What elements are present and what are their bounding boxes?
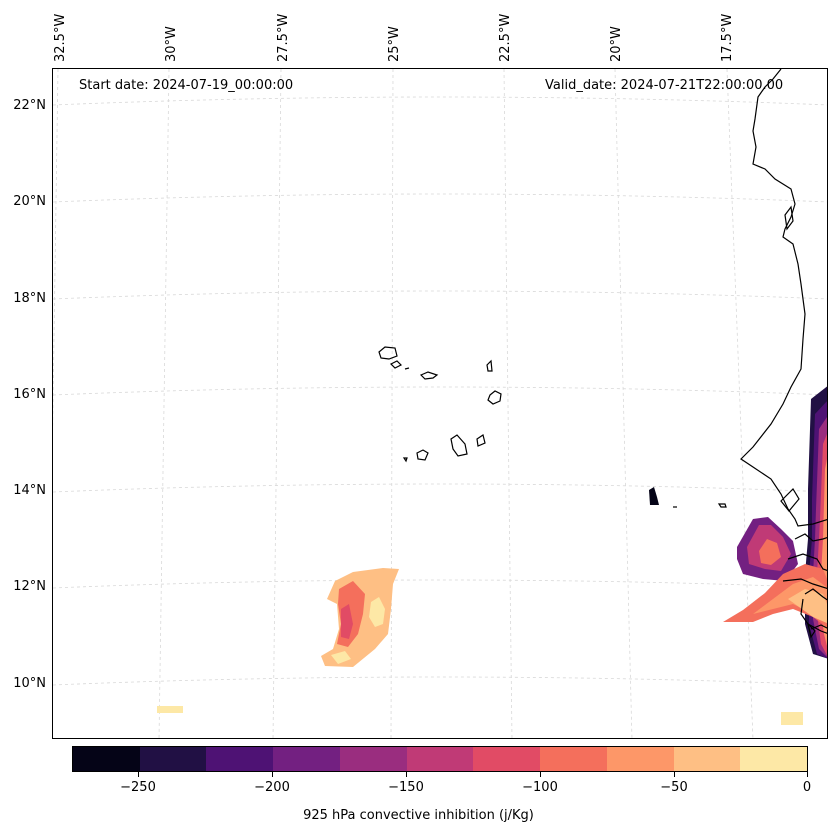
island-santiago [450,434,468,457]
colorbar-segment [339,747,407,771]
border-2 [782,578,827,590]
lon-label-32-5w: 32.5°W [53,13,68,62]
island-maio [476,434,486,447]
colorbar-segment [473,747,541,771]
map-panel [52,68,828,739]
parallel-12n [53,579,827,589]
lat-label-18n: 18°N [13,291,46,306]
border-3 [804,588,827,601]
lon-label-25w: 25°W [387,26,402,62]
meridian-25w [390,69,394,738]
colorbar [72,746,808,772]
island-sao-nicolau [419,371,439,380]
island-brava [402,457,408,463]
cin-blob-ocean [321,568,399,667]
meridian-32-5w [53,69,59,432]
colorbar-segment [740,747,808,771]
meridian-22-5w [503,69,513,738]
colorbar-tick [807,772,808,777]
valid-date-label: Valid_date: 2024-07-21T22:00:00.00 [545,78,784,93]
lat-label-20n: 20°N [13,194,46,209]
coastlines [378,69,827,639]
colorbar-segment [273,747,340,771]
colorbar-tick [138,772,139,777]
colorbar-label-minus-150: −150 [388,780,424,795]
parallel-14n [53,483,827,493]
colorbar-label-minus-200: −200 [254,780,290,795]
lat-label-14n: 14°N [13,483,46,498]
border-4 [794,533,827,542]
lon-label-20w: 20°W [609,26,624,62]
colorbar-title: 925 hPa convective inhibition (j/Kg) [303,808,534,823]
meridian-17-5w [726,69,754,738]
island-boa-vista [487,390,502,405]
parallel-20n [53,193,827,203]
colorbar-segment [606,747,674,771]
meridian-27-5w [272,69,282,738]
islet-2 [717,503,727,508]
colorbar-segment [673,747,741,771]
island-santo-antao [378,346,398,360]
island-sal [486,359,493,372]
colorbar-segment [540,747,607,771]
colorbar-label-minus-250: −250 [120,780,156,795]
cin-spot-west [157,706,183,713]
coast-river-1 [780,488,800,512]
lon-label-22-5w: 22.5°W [498,13,513,62]
start-date-label: Start date: 2024-07-19_00:00:00 [79,78,294,93]
map-canvas [53,69,827,738]
parallel-10n [53,676,827,686]
island-fogo [416,449,429,461]
cin-coast-east [723,386,827,659]
colorbar-tick [272,772,273,777]
colorbar-segment [73,747,140,771]
lat-label-16n: 16°N [13,387,46,402]
lat-label-10n: 10°N [13,676,46,691]
lat-label-22n: 22°N [13,98,46,113]
border-1 [787,553,827,571]
coastline-africa [740,69,827,527]
colorbar-segment [406,747,474,771]
meridian-20w [614,69,633,738]
colorbar-tick [406,772,407,777]
lon-label-30w: 30°W [164,26,179,62]
island-sao-vicente [389,360,403,369]
meridian-30w [158,69,170,738]
border-6 [810,624,827,630]
island-coast-1 [784,205,794,231]
lat-label-12n: 12°N [13,579,46,594]
island-bissagos [806,622,816,639]
cin-spot-dark [649,487,659,505]
colorbar-label-minus-100: −100 [522,780,558,795]
colorbar-label-0: 0 [802,780,812,795]
colorbar-label-minus-50: −50 [660,780,688,795]
parallel-22n [53,96,827,106]
lon-label-27-5w: 27.5°W [276,13,291,62]
colorbar-segment [206,747,274,771]
graticule [53,69,827,738]
colorbar-tick [674,772,675,777]
colorbar-segment [139,747,207,771]
cin-spot-southeast [781,712,803,725]
parallel-18n [53,290,827,300]
island-santa-luzia [404,367,410,370]
lon-label-17-5w: 17.5°W [720,13,735,62]
colorbar-tick [540,772,541,777]
parallel-16n [53,386,827,396]
